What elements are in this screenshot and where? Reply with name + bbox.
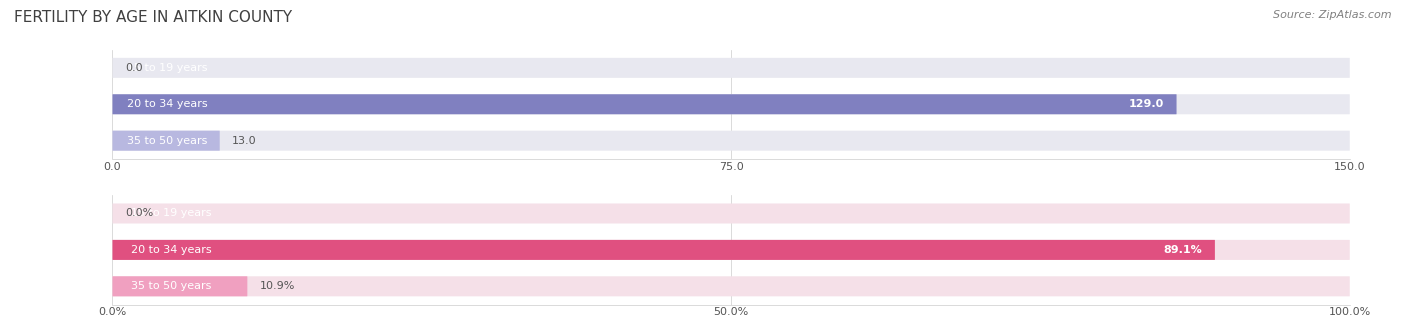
Text: 89.1%: 89.1% <box>1164 245 1202 255</box>
FancyBboxPatch shape <box>112 276 247 296</box>
FancyBboxPatch shape <box>112 240 1215 260</box>
FancyBboxPatch shape <box>112 58 1350 78</box>
FancyBboxPatch shape <box>112 276 1350 296</box>
Text: 129.0: 129.0 <box>1129 99 1164 109</box>
Text: 0.0: 0.0 <box>125 63 142 73</box>
Text: 0.0%: 0.0% <box>125 209 153 218</box>
FancyBboxPatch shape <box>112 240 1350 260</box>
Text: 13.0: 13.0 <box>232 136 257 146</box>
Text: Source: ZipAtlas.com: Source: ZipAtlas.com <box>1274 10 1392 20</box>
Text: 20 to 34 years: 20 to 34 years <box>127 99 208 109</box>
FancyBboxPatch shape <box>112 131 1350 151</box>
Text: 10.9%: 10.9% <box>260 281 295 291</box>
Text: FERTILITY BY AGE IN AITKIN COUNTY: FERTILITY BY AGE IN AITKIN COUNTY <box>14 10 292 25</box>
Text: 20 to 34 years: 20 to 34 years <box>131 245 212 255</box>
FancyBboxPatch shape <box>112 94 1350 114</box>
Text: 15 to 19 years: 15 to 19 years <box>127 63 208 73</box>
Text: 35 to 50 years: 35 to 50 years <box>131 281 211 291</box>
FancyBboxPatch shape <box>112 94 1177 114</box>
FancyBboxPatch shape <box>112 204 1350 223</box>
FancyBboxPatch shape <box>112 131 219 151</box>
Text: 35 to 50 years: 35 to 50 years <box>127 136 207 146</box>
Text: 15 to 19 years: 15 to 19 years <box>131 209 211 218</box>
